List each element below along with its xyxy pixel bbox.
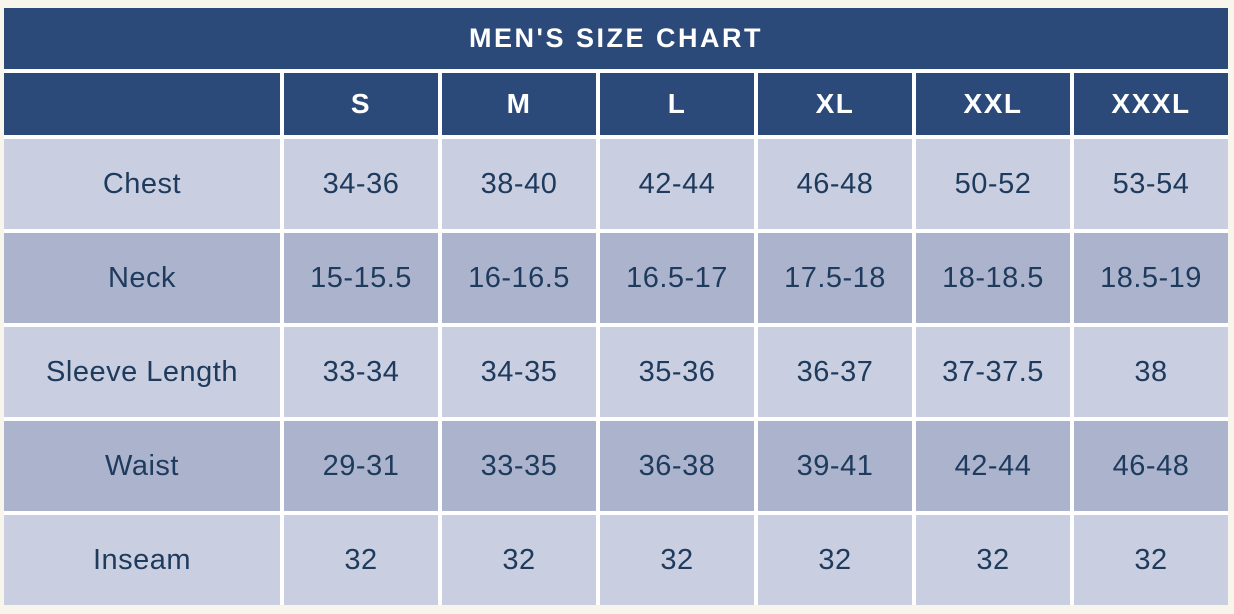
size-cell-waist-m: 33-35 xyxy=(442,421,596,511)
size-chart-title: MEN'S SIZE CHART xyxy=(4,8,1228,69)
size-cell-inseam-xxxl: 32 xyxy=(1074,515,1228,605)
size-cell-chest-xxxl: 53-54 xyxy=(1074,139,1228,229)
column-header-blank xyxy=(4,73,280,135)
column-header-l: L xyxy=(600,73,754,135)
size-cell-chest-xxl: 50-52 xyxy=(916,139,1070,229)
size-cell-chest-s: 34-36 xyxy=(284,139,438,229)
row-label-chest: Chest xyxy=(4,139,280,229)
size-cell-neck-m: 16-16.5 xyxy=(442,233,596,323)
size-cell-neck-xl: 17.5-18 xyxy=(758,233,912,323)
size-cell-inseam-l: 32 xyxy=(600,515,754,605)
size-cell-neck-s: 15-15.5 xyxy=(284,233,438,323)
size-cell-inseam-s: 32 xyxy=(284,515,438,605)
size-cell-sleeve-m: 34-35 xyxy=(442,327,596,417)
column-header-xl: XL xyxy=(758,73,912,135)
size-cell-waist-xxl: 42-44 xyxy=(916,421,1070,511)
row-label-inseam: Inseam xyxy=(4,515,280,605)
size-cell-chest-xl: 46-48 xyxy=(758,139,912,229)
column-header-xxl: XXL xyxy=(916,73,1070,135)
column-header-s: S xyxy=(284,73,438,135)
size-cell-inseam-xxl: 32 xyxy=(916,515,1070,605)
size-cell-waist-s: 29-31 xyxy=(284,421,438,511)
size-cell-waist-l: 36-38 xyxy=(600,421,754,511)
mens-size-chart-table: MEN'S SIZE CHART S M L XL XXL XXXL Chest… xyxy=(4,8,1228,605)
size-cell-sleeve-xxl: 37-37.5 xyxy=(916,327,1070,417)
column-header-xxxl: XXXL xyxy=(1074,73,1228,135)
size-cell-sleeve-l: 35-36 xyxy=(600,327,754,417)
size-cell-inseam-m: 32 xyxy=(442,515,596,605)
size-cell-chest-m: 38-40 xyxy=(442,139,596,229)
size-cell-neck-xxl: 18-18.5 xyxy=(916,233,1070,323)
size-cell-waist-xl: 39-41 xyxy=(758,421,912,511)
size-cell-neck-l: 16.5-17 xyxy=(600,233,754,323)
row-label-sleeve-length: Sleeve Length xyxy=(4,327,280,417)
size-cell-waist-xxxl: 46-48 xyxy=(1074,421,1228,511)
size-cell-sleeve-xxxl: 38 xyxy=(1074,327,1228,417)
size-cell-sleeve-s: 33-34 xyxy=(284,327,438,417)
size-cell-neck-xxxl: 18.5-19 xyxy=(1074,233,1228,323)
row-label-neck: Neck xyxy=(4,233,280,323)
row-label-waist: Waist xyxy=(4,421,280,511)
size-cell-inseam-xl: 32 xyxy=(758,515,912,605)
column-header-m: M xyxy=(442,73,596,135)
size-cell-sleeve-xl: 36-37 xyxy=(758,327,912,417)
size-cell-chest-l: 42-44 xyxy=(600,139,754,229)
